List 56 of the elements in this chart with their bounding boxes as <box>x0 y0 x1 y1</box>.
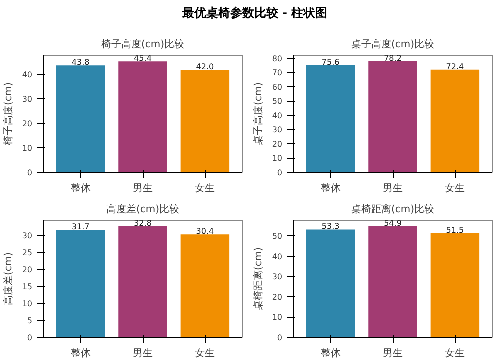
y-tick-label: 15 <box>22 282 33 292</box>
x-tick-label: 女生 <box>445 182 466 194</box>
y-tick-label: 20 <box>272 140 283 149</box>
data-label: 31.7 <box>72 222 90 232</box>
y-tick-label: 70 <box>272 68 283 78</box>
y-axis-title: 桌椅距离(cm) <box>252 247 264 311</box>
x-tick-label: 整体 <box>70 182 91 194</box>
data-label: 43.8 <box>72 58 90 68</box>
y-tick-label: 0 <box>27 168 33 178</box>
y-tick-label: 10 <box>272 313 283 322</box>
data-label: 51.5 <box>446 226 464 235</box>
y-tick-label: 10 <box>272 154 283 164</box>
x-tick-label: 男生 <box>133 348 153 359</box>
y-axis-title: 高度差(cm) <box>2 252 14 306</box>
y-tick-label: 20 <box>272 292 283 302</box>
data-label: 30.4 <box>196 227 214 236</box>
y-tick-label: 30 <box>272 126 283 135</box>
x-tick-label: 整体 <box>70 348 91 359</box>
y-tick-label: 25 <box>22 248 33 258</box>
x-tick-label: 整体 <box>320 182 341 194</box>
y-tick-label: 0 <box>27 334 33 342</box>
y-tick-label: 50 <box>272 232 283 241</box>
y-tick-label: 30 <box>22 231 33 240</box>
y-tick-label: 10 <box>22 144 33 153</box>
text: 最优桌椅参数比较 - 柱状图 <box>182 5 328 22</box>
data-label: 42.0 <box>196 62 214 72</box>
x-tick-label: 女生 <box>445 348 466 359</box>
y-tick-label: 30 <box>272 272 283 282</box>
data-label: 72.4 <box>446 62 464 72</box>
y-tick-label: 50 <box>272 97 283 106</box>
y-tick-label: 0 <box>277 334 283 342</box>
data-label: 53.3 <box>322 222 340 232</box>
y-tick-label: 60 <box>272 82 283 92</box>
y-tick-label: 40 <box>272 111 283 120</box>
chart-title: 桌椅距离(cm)比较 <box>351 204 435 216</box>
y-tick-label: 20 <box>22 265 33 274</box>
x-tick-label: 男生 <box>383 182 403 194</box>
x-tick-label: 男生 <box>383 348 403 359</box>
y-tick-label: 80 <box>272 54 283 64</box>
y-tick-label: 0 <box>277 168 283 178</box>
y-tick-label: 10 <box>22 299 33 308</box>
y-tick-label: 5 <box>27 316 33 326</box>
y-axis-title: 桌子高度(cm) <box>252 82 264 146</box>
x-tick-label: 女生 <box>195 182 216 194</box>
y-tick-label: 20 <box>22 119 33 128</box>
x-tick-label: 男生 <box>133 182 153 194</box>
y-tick-label: 40 <box>22 70 33 80</box>
y-axis-title: 椅子高度(cm) <box>2 82 14 146</box>
chart-title: 高度差(cm)比较 <box>106 204 180 216</box>
chart-title: 椅子高度(cm)比较 <box>101 38 185 50</box>
y-tick-label: 30 <box>22 94 33 104</box>
y-tick-label: 40 <box>272 252 283 262</box>
x-tick-label: 整体 <box>320 348 341 359</box>
x-tick-label: 女生 <box>195 348 216 359</box>
chart-title: 桌子高度(cm)比较 <box>351 38 435 50</box>
data-label: 75.6 <box>322 58 340 67</box>
